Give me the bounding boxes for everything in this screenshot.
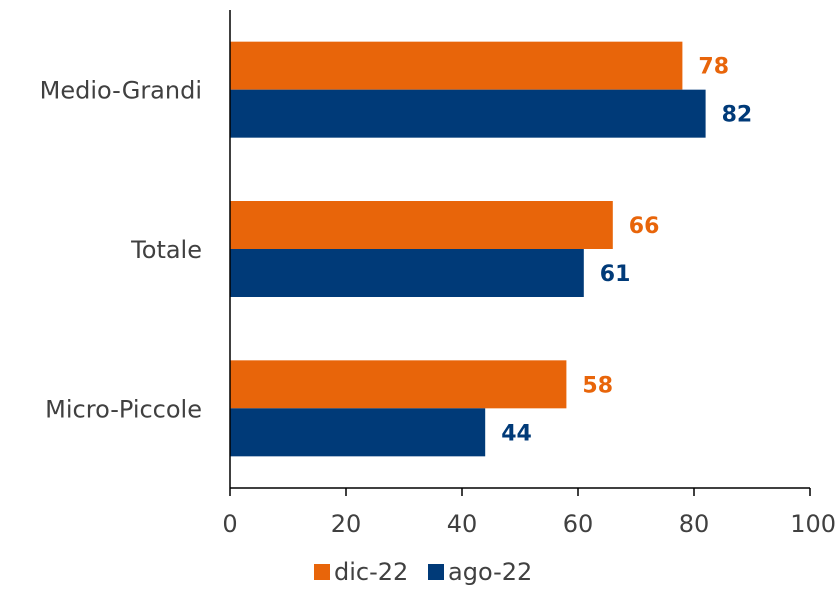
x-tick-label: 0 xyxy=(222,510,237,538)
data-label: 78 xyxy=(698,55,729,80)
category-label: Micro-Piccole xyxy=(45,395,202,423)
x-tick-label: 60 xyxy=(563,510,594,538)
x-tick-label: 100 xyxy=(790,510,836,538)
x-tick-label: 20 xyxy=(331,510,362,538)
category-label: Medio-Grandi xyxy=(40,77,202,105)
bar-totale-ago-22 xyxy=(230,249,584,297)
legend-swatch-ago-22 xyxy=(428,564,444,580)
data-label: 58 xyxy=(582,373,613,398)
bar-micro-piccole-dic-22 xyxy=(230,360,567,409)
x-tick-label: 80 xyxy=(679,510,710,538)
legend-swatch-dic-22 xyxy=(314,564,330,580)
data-label: 66 xyxy=(629,214,660,239)
bars-layer xyxy=(230,41,706,457)
x-tick-label: 40 xyxy=(447,510,478,538)
data-label: 44 xyxy=(501,421,532,446)
data-label: 82 xyxy=(722,103,753,128)
bar-totale-dic-22 xyxy=(230,201,613,249)
bar-medio-grandi-ago-22 xyxy=(230,89,706,138)
legend-label-ago-22: ago-22 xyxy=(448,558,532,586)
bar-medio-grandi-dic-22 xyxy=(230,41,683,90)
bar-micro-piccole-ago-22 xyxy=(230,408,486,457)
legend-label-dic-22: dic-22 xyxy=(334,558,408,586)
labels-layer: 78 82 Medio-Grandi 66 61 Totale 58 44 Micro-Picc… xyxy=(40,55,753,447)
legend: dic-22 ago-22 xyxy=(314,558,532,586)
category-label: Totale xyxy=(130,236,202,264)
axes-layer: 0 20 40 60 80 100 xyxy=(222,10,836,538)
data-label: 61 xyxy=(600,262,631,287)
